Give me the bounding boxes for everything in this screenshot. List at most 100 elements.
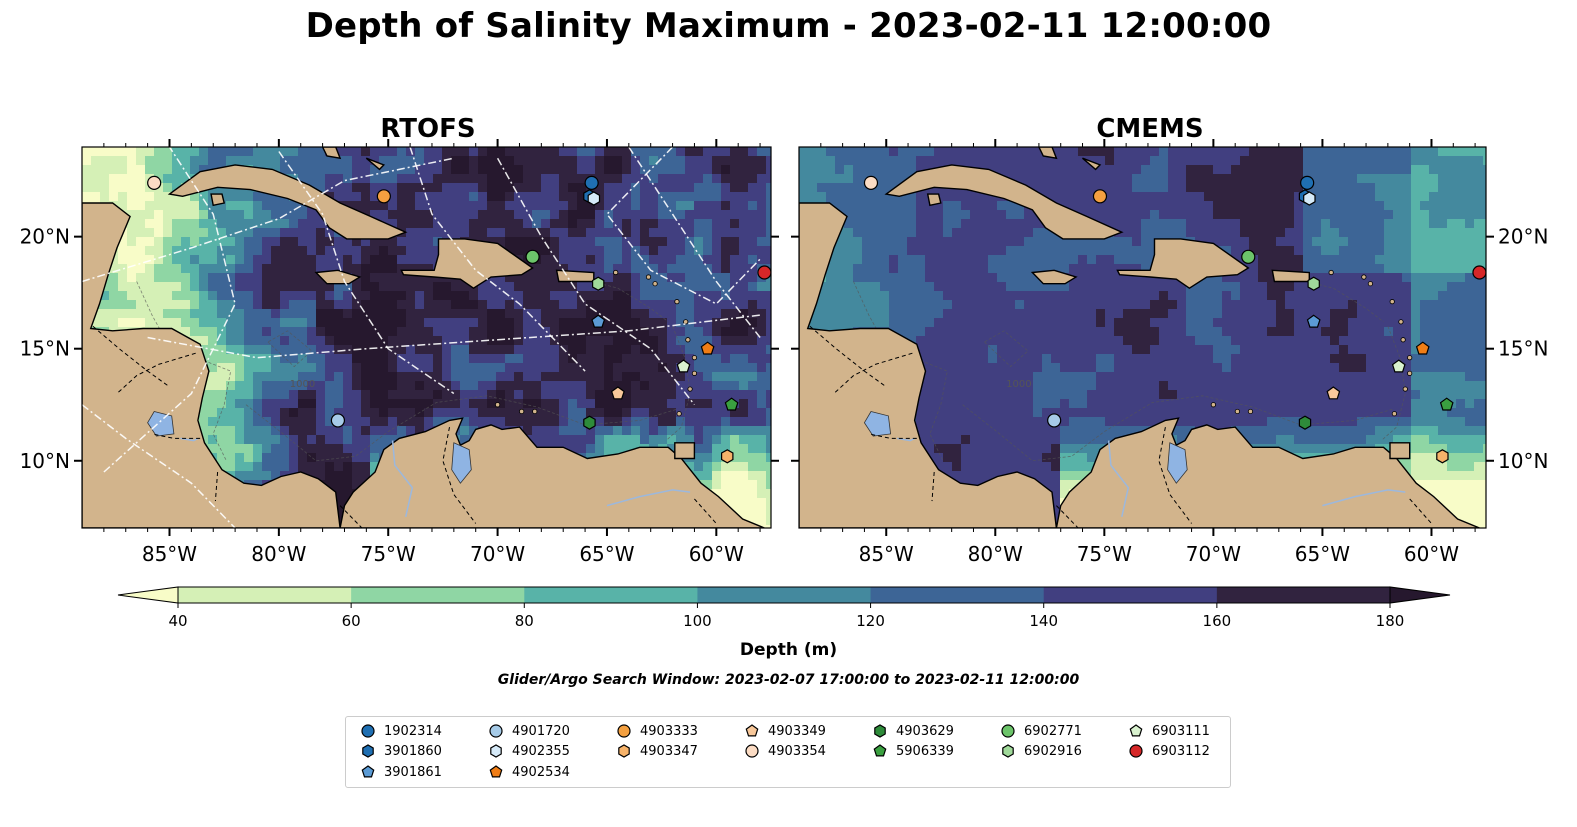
island	[1407, 370, 1413, 376]
island	[494, 402, 501, 408]
legend-marker-icon	[361, 765, 375, 778]
island	[676, 411, 682, 417]
island	[1367, 281, 1374, 287]
island	[1407, 355, 1413, 361]
legend-item-6903111: 6903111	[1128, 721, 1210, 741]
float-marker-4902534	[1415, 341, 1430, 355]
island	[1247, 408, 1254, 415]
float-marker-1902314	[1300, 175, 1315, 190]
colorbar-tick-label: 40	[168, 612, 187, 630]
colorbar-segment	[697, 587, 872, 603]
country-border	[1409, 498, 1432, 524]
lat-tick-label: 15°N	[1498, 337, 1548, 361]
legend-marker-icon	[873, 744, 887, 757]
colorbar-frame	[177, 586, 1391, 604]
island	[1210, 402, 1216, 408]
float-marker-4902534	[700, 341, 715, 355]
legend-item-6903112: 6903112	[1128, 741, 1210, 761]
island	[1361, 274, 1367, 280]
legend-marker-icon	[1001, 724, 1015, 738]
colorbar-tick-label: 100	[683, 612, 712, 630]
float-marker-4903333	[1092, 189, 1108, 204]
legend-marker-icon	[361, 724, 375, 738]
river	[1322, 489, 1406, 507]
country-border	[809, 325, 887, 388]
legend-marker-icon	[489, 765, 503, 778]
float-marker-4903629	[583, 415, 596, 430]
float-marker-4903629	[1298, 415, 1312, 430]
lon-tick-label: 70°W	[1186, 542, 1241, 566]
island	[1398, 319, 1404, 325]
lake	[147, 411, 175, 437]
isobath-contour	[665, 326, 691, 441]
colorbar-tick-label: 60	[342, 612, 361, 630]
legend-marker-icon	[1129, 744, 1143, 758]
legend-label: 4903354	[768, 743, 826, 759]
legend-label: 4902534	[512, 764, 570, 780]
legend-marker-circle	[1129, 744, 1143, 758]
legend-marker-icon	[618, 744, 630, 758]
legend-marker-icon	[874, 724, 886, 738]
river	[1107, 440, 1130, 517]
colorbar-segment	[870, 587, 1045, 603]
legend-label: 6902771	[1024, 723, 1082, 739]
float-marker-4901720	[1047, 413, 1062, 428]
island	[683, 319, 689, 325]
island	[1400, 337, 1406, 343]
lon-tick-label: 75°W	[1077, 542, 1132, 566]
island	[532, 408, 538, 415]
lon-tick-label: 80°W	[251, 542, 306, 566]
legend-marker-icon	[617, 724, 631, 738]
island	[1234, 408, 1240, 415]
legend-marker-pentagon	[1129, 724, 1143, 737]
eddy-boundary	[147, 314, 761, 359]
float-marker-6902916	[591, 276, 605, 291]
legend-marker-pentagon	[489, 765, 503, 778]
legend-label: 1902314	[384, 723, 442, 739]
lake	[1167, 442, 1188, 484]
float-marker-4903349	[610, 386, 625, 400]
map-panel-cmems: 1000	[799, 147, 1486, 528]
eddy-boundary	[409, 147, 586, 372]
float-marker-4903347	[1436, 449, 1449, 464]
legend-item-6902771: 6902771	[1000, 721, 1082, 741]
lon-tick-label: 65°W	[579, 542, 634, 566]
legend-item-4903354: 4903354	[744, 741, 826, 761]
island	[652, 281, 658, 287]
float-marker-3901861	[1306, 314, 1321, 328]
float-marker-4902355	[587, 191, 601, 206]
land	[314, 269, 362, 285]
island	[645, 274, 652, 280]
land	[400, 238, 534, 290]
island	[691, 355, 698, 361]
colorbar-tick-label: 180	[1376, 612, 1405, 630]
colorbar-tick-label: 160	[1203, 612, 1232, 630]
country-border	[931, 471, 935, 502]
land	[1271, 269, 1310, 283]
isobath-contour	[962, 395, 1393, 462]
contour-label: 1000	[290, 379, 315, 390]
map-frame-rtofs	[81, 146, 772, 529]
legend-label: 6903111	[1152, 723, 1210, 739]
isobath-contour	[245, 395, 678, 462]
legend-item-4903347: 4903347	[616, 741, 698, 761]
eddy-boundary	[103, 147, 236, 473]
legend-item-4902355: 4902355	[488, 741, 570, 761]
island	[1391, 411, 1398, 417]
legend-marker-circle	[617, 724, 631, 738]
land	[1116, 238, 1250, 290]
eddy-boundary	[82, 157, 454, 283]
float-marker-6902916	[1307, 276, 1320, 291]
land	[1055, 417, 1480, 528]
island	[691, 370, 698, 376]
colorbar-tick-label: 80	[515, 612, 534, 630]
lon-tick-label: 65°W	[1295, 542, 1350, 566]
island	[687, 386, 693, 392]
country-border	[442, 427, 477, 524]
figure-title: Depth of Salinity Maximum - 2023-02-11 1…	[305, 6, 1272, 46]
country-border	[92, 325, 170, 388]
legend-marker-pentagon	[361, 765, 375, 778]
river	[391, 440, 414, 517]
eddy-boundary	[628, 147, 761, 338]
land	[365, 157, 386, 171]
